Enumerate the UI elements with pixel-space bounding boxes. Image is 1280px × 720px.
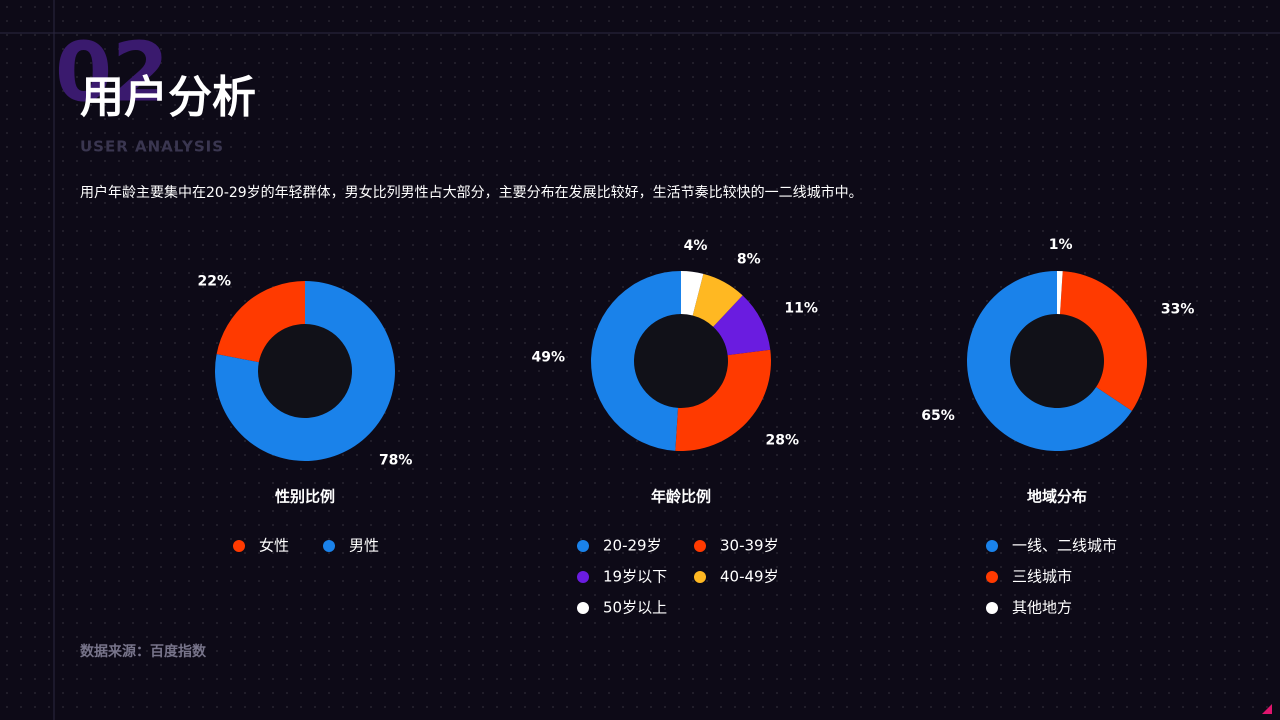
pie-slice	[692, 273, 743, 327]
donut-hole	[1010, 314, 1104, 408]
pie-slice	[215, 281, 396, 461]
description: 用户年龄主要集中在20-29岁的年轻群体，男女比列男性占大部分，主要分布在发展比…	[80, 184, 863, 201]
legend-label: 50岁以上	[603, 599, 667, 617]
pie-slice	[1057, 271, 1063, 315]
chart-title: 性别比例	[275, 488, 335, 506]
data-label: 22%	[198, 274, 232, 290]
data-label: 11%	[784, 300, 818, 316]
pie-slice	[681, 271, 704, 316]
corner-mark	[1262, 704, 1272, 714]
legend-marker	[986, 571, 998, 583]
legend-label: 其他地方	[1012, 599, 1072, 617]
legend-label: 40-49岁	[720, 568, 779, 586]
data-label: 78%	[379, 452, 413, 468]
chart-title: 年龄比例	[651, 488, 711, 506]
legend-label: 19岁以下	[603, 568, 667, 586]
donut-hole	[258, 324, 352, 418]
legend-label: 一线、二线城市	[1012, 537, 1117, 555]
chart-title: 地域分布	[1027, 488, 1087, 506]
legend-label: 女性	[259, 537, 289, 555]
pie-slice	[216, 281, 305, 363]
legend-marker	[694, 540, 706, 552]
legend-marker	[577, 540, 589, 552]
donut-hole	[634, 314, 728, 408]
legend-marker	[986, 540, 998, 552]
data-label: 49%	[532, 349, 566, 365]
data-label: 1%	[1049, 237, 1073, 253]
data-label: 4%	[684, 238, 708, 254]
legend-marker	[694, 571, 706, 583]
legend-label: 男性	[349, 537, 379, 555]
legend-marker	[233, 540, 245, 552]
section-number: 02	[55, 25, 169, 120]
legend-label: 20-29岁	[603, 537, 662, 555]
page-title: 用户分析	[80, 72, 256, 123]
data-label: 33%	[1161, 301, 1195, 317]
legend-label: 三线城市	[1012, 568, 1072, 586]
page-subtitle: USER ANALYSIS	[80, 138, 224, 156]
pie-slice	[967, 271, 1132, 451]
legend-marker	[577, 602, 589, 614]
data-label: 8%	[737, 251, 761, 267]
legend-marker	[986, 602, 998, 614]
pie-slice	[1059, 271, 1148, 411]
data-label: 65%	[921, 408, 955, 424]
legend-marker	[323, 540, 335, 552]
data-label: 28%	[766, 432, 800, 448]
pie-slice	[590, 271, 681, 451]
pie-slice	[713, 295, 771, 356]
legend-marker	[577, 571, 589, 583]
legend-label: 30-39岁	[720, 537, 779, 555]
source: 数据来源：百度指数	[80, 643, 207, 660]
pie-slice	[675, 349, 771, 451]
